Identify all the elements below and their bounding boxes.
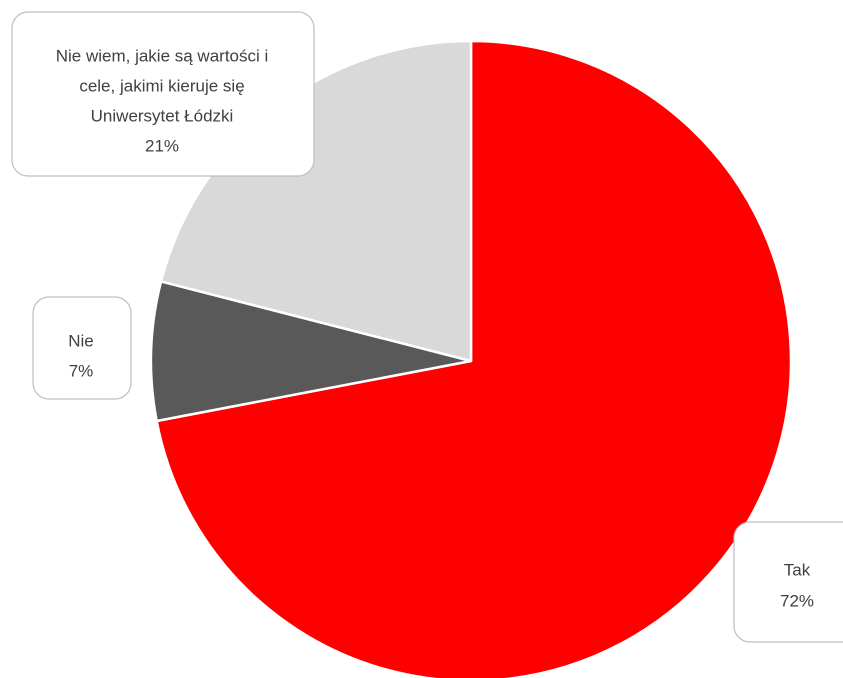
data-label-nie-wiem-jakie-sa-wartos-text: cele, jakimi kieruje się — [79, 76, 244, 95]
pie-slice-nie — [149, 280, 473, 423]
data-label-nie-wiem-jakie-sa-wartos-box — [11, 11, 315, 177]
data-label-nie-wiem-jakie-sa-wartos: Nie wiem, jakie są wartości i cele, jakim… — [11, 11, 315, 177]
data-label-nie-text: Nie — [68, 331, 94, 350]
data-label-nie-wiem-jakie-sa-wartos-text: 21% — [145, 136, 179, 155]
data-label-nie-text: 7% — [69, 361, 94, 380]
pie-slice-tak — [155, 39, 793, 678]
data-label-nie: Nie 7% — [32, 296, 132, 400]
pie-slices — [149, 39, 793, 678]
data-label-tak-box — [733, 521, 843, 643]
data-label-tak-text: Tak — [784, 560, 811, 579]
data-label-tak-text: 72% — [780, 591, 814, 610]
data-label-tak: Tak 72% — [733, 521, 843, 643]
data-label-nie-box — [32, 296, 132, 400]
data-label-nie-wiem-jakie-sa-wartos-text: Nie wiem, jakie są wartości i — [56, 46, 269, 65]
data-label-nie-wiem-jakie-sa-wartos-text: Uniwersytet Łódzki — [91, 106, 234, 125]
data-label-callouts: Tak 72% Nie 7% Nie wiem, jakie są wartości i… — [11, 11, 843, 643]
